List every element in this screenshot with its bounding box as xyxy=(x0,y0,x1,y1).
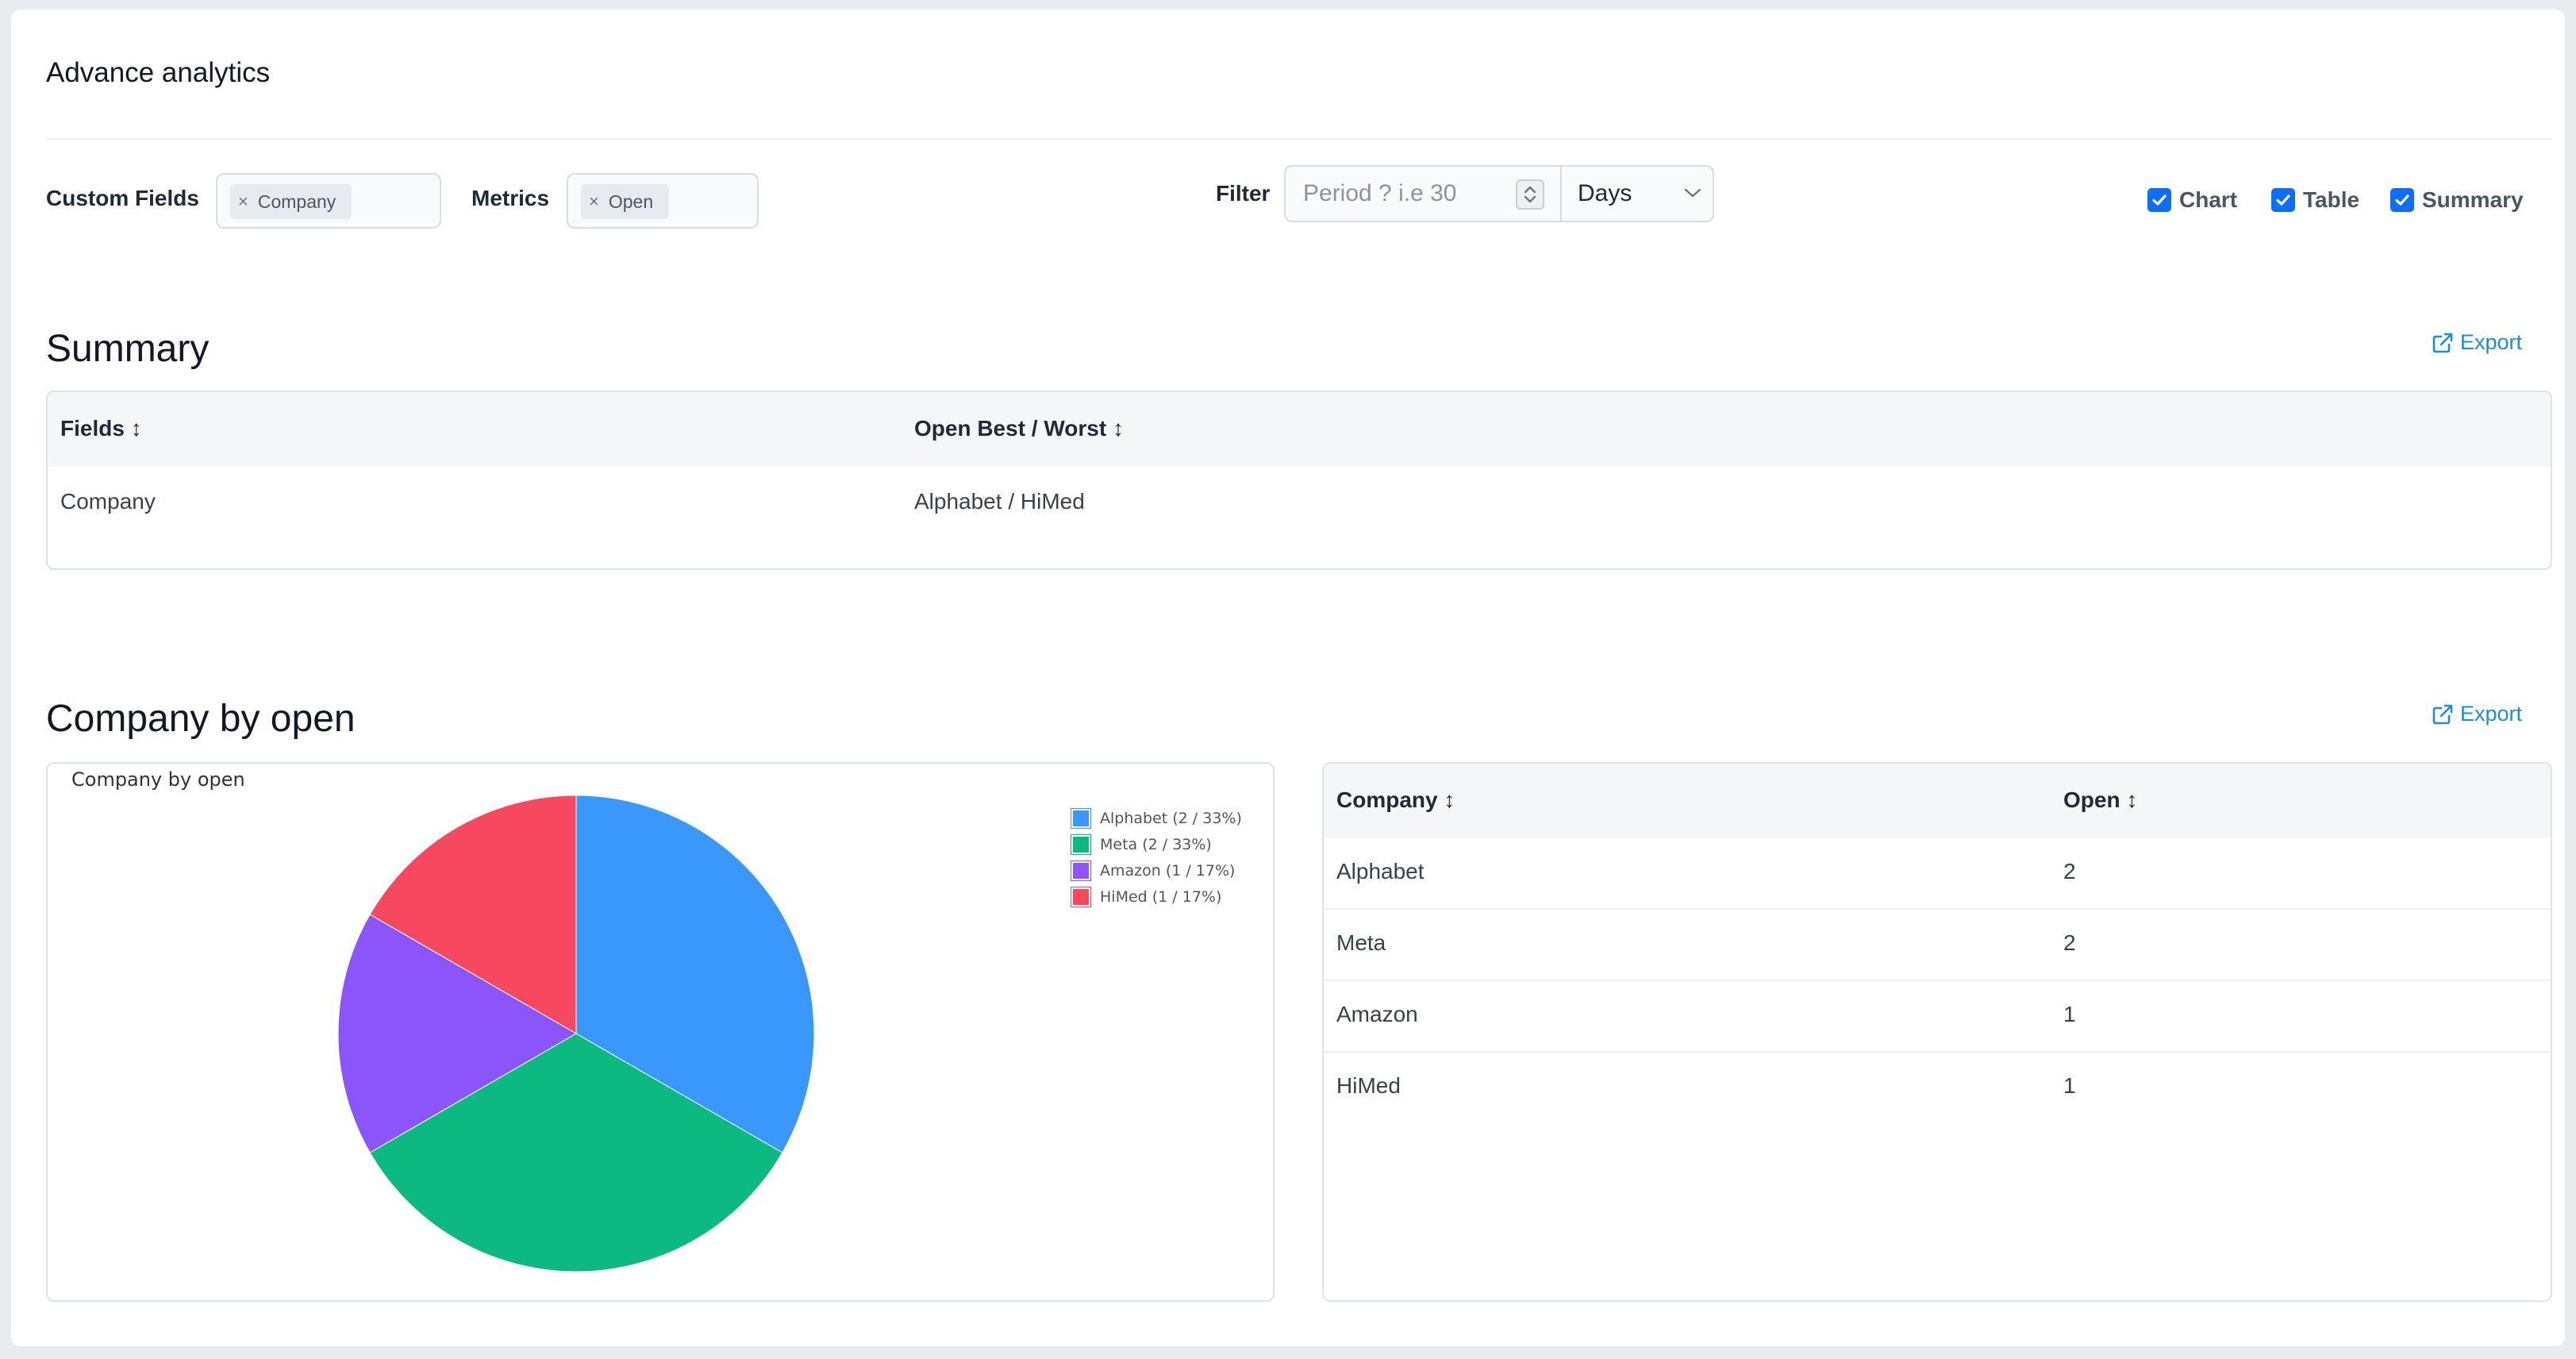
table-row-open: 1 xyxy=(2063,1073,2076,1098)
period-input[interactable] xyxy=(1286,167,1560,221)
chevron-down-icon xyxy=(1684,188,1701,198)
pie-slice-alphabet[interactable] xyxy=(575,795,815,1153)
table-row-open: 2 xyxy=(2063,930,2076,955)
summary-col-open-best-worst[interactable]: Open Best / Worst ↕ xyxy=(914,416,1124,441)
breakdown-col-open[interactable]: Open ↕ xyxy=(2063,787,2138,812)
unit-select-value: Days xyxy=(1578,180,1632,206)
check-icon xyxy=(2390,188,2414,212)
remove-tag-icon[interactable]: × xyxy=(238,191,248,211)
metrics-label: Metrics xyxy=(471,186,550,210)
legend-label: Meta (2 / 33%) xyxy=(1100,835,1212,853)
summary-checkbox-label: Summary xyxy=(2422,187,2524,212)
check-icon xyxy=(2271,188,2295,212)
check-icon xyxy=(2147,188,2171,212)
chart-checkbox-label: Chart xyxy=(2179,187,2238,212)
custom-field-tag-label: Company xyxy=(257,191,336,212)
legend-label: HiMed (1 / 17%) xyxy=(1100,887,1222,906)
analytics-card: Advance analytics Custom Fields × Compan… xyxy=(11,10,2565,1346)
filter-group: Days xyxy=(1284,165,1714,222)
summary-export-label: Export xyxy=(2459,330,2522,354)
summary-table-header: Fields ↕ Open Best / Worst ↕ xyxy=(48,392,2551,467)
pie-slice-himed[interactable] xyxy=(369,795,577,1034)
legend-swatch xyxy=(1071,886,1091,907)
pie-slice-amazon[interactable] xyxy=(337,914,578,1153)
breakdown-export-link[interactable]: Export xyxy=(2432,702,2522,726)
summary-table: Fields ↕ Open Best / Worst ↕ Company Alp… xyxy=(46,391,2552,570)
row-divider xyxy=(1324,1051,2551,1053)
table-row-company: HiMed xyxy=(1336,1073,1401,1098)
breakdown-table: Company ↕ Open ↕ Alphabet 2 Meta 2 Amazo… xyxy=(1322,762,2552,1302)
table-row-company: Alphabet xyxy=(1336,859,1424,884)
summary-cell-field: Company xyxy=(60,489,156,514)
summary-col-fields[interactable]: Fields ↕ xyxy=(60,416,142,441)
external-link-icon xyxy=(2432,704,2453,724)
summary-checkbox[interactable]: Summary xyxy=(2390,187,2524,213)
summary-export-link[interactable]: Export xyxy=(2432,330,2522,355)
legend-label: Alphabet (2 / 33%) xyxy=(1100,809,1242,827)
page-title: Advance analytics xyxy=(46,57,271,88)
metric-tag: × Open xyxy=(581,184,670,219)
custom-field-tag: × Company xyxy=(230,184,352,219)
table-checkbox-label: Table xyxy=(2303,187,2360,212)
row-divider xyxy=(1324,980,2551,981)
pie-chart xyxy=(337,795,815,1272)
table-row-company: Amazon xyxy=(1336,1002,1418,1026)
breakdown-title: Company by open xyxy=(46,698,356,740)
legend-item-alphabet[interactable]: Alphabet (2 / 33%) xyxy=(1071,805,1242,831)
custom-fields-label: Custom Fields xyxy=(46,186,199,210)
summary-title: Summary xyxy=(46,328,210,370)
metrics-select[interactable]: × Open xyxy=(567,173,759,229)
table-row-open: 2 xyxy=(2063,859,2076,884)
breakdown-export-label: Export xyxy=(2459,702,2522,726)
breakdown-table-header: Company ↕ Open ↕ xyxy=(1324,764,2551,838)
breakdown-col-company[interactable]: Company ↕ xyxy=(1336,787,1455,812)
metric-tag-label: Open xyxy=(608,191,654,212)
filter-label: Filter xyxy=(1216,181,1271,206)
chart-title: Company by open xyxy=(71,768,245,791)
legend-swatch xyxy=(1071,833,1091,855)
legend-item-amazon[interactable]: Amazon (1 / 17%) xyxy=(1071,857,1242,884)
spinner-arrows-icon[interactable] xyxy=(1516,179,1544,210)
legend-item-himed[interactable]: HiMed (1 / 17%) xyxy=(1071,884,1242,910)
chart-checkbox[interactable]: Chart xyxy=(2147,187,2237,213)
legend-label: Amazon (1 / 17%) xyxy=(1100,861,1236,880)
unit-select[interactable]: Days xyxy=(1562,167,1713,221)
filter-separator xyxy=(1560,167,1562,221)
table-row-company: Meta xyxy=(1336,930,1386,955)
remove-tag-icon[interactable]: × xyxy=(589,191,599,211)
row-divider xyxy=(1324,908,2551,910)
legend-item-meta[interactable]: Meta (2 / 33%) xyxy=(1071,831,1242,857)
legend-swatch xyxy=(1071,807,1091,829)
table-checkbox[interactable]: Table xyxy=(2271,187,2359,213)
custom-fields-select[interactable]: × Company xyxy=(216,173,441,229)
chart-legend: Alphabet (2 / 33%) Meta (2 / 33%) Amazon… xyxy=(1071,805,1242,910)
header-divider xyxy=(46,138,2552,140)
table-row-open: 1 xyxy=(2063,1002,2076,1026)
external-link-icon xyxy=(2432,333,2453,352)
pie-chart-panel: Company by open Alphabet (2 / 33%) Meta … xyxy=(46,762,1275,1302)
summary-cell-best-worst: Alphabet / HiMed xyxy=(914,489,1085,514)
legend-swatch xyxy=(1071,860,1091,881)
